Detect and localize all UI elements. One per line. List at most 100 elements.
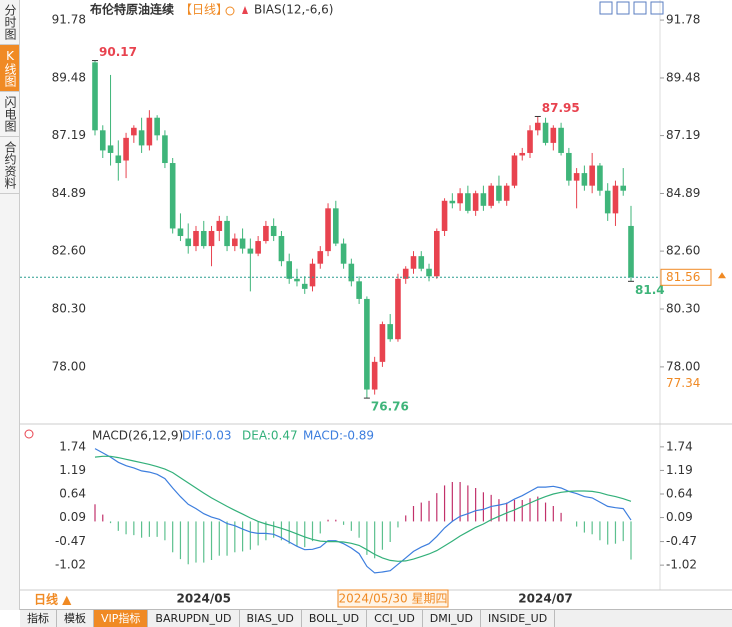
bottom-tab[interactable]: BIAS_UD bbox=[240, 610, 302, 627]
side-tab[interactable]: 合约资料 bbox=[0, 137, 19, 194]
crosshair-box bbox=[337, 589, 449, 608]
candle-body bbox=[480, 193, 487, 206]
icon[interactable] bbox=[242, 6, 248, 14]
candle-body bbox=[138, 130, 145, 146]
candle-body bbox=[239, 238, 246, 249]
candle-body bbox=[465, 193, 471, 211]
candle-body bbox=[527, 130, 533, 153]
tool-icon[interactable] bbox=[616, 1, 630, 15]
candle-body bbox=[542, 122, 549, 143]
bottom-tabs: 指标 模板 VIP指标 BARUPDN_UD BIAS_UD BOLL_UD CCI_UD D… bbox=[20, 609, 732, 627]
icon[interactable] bbox=[225, 6, 235, 16]
candle-body bbox=[224, 220, 230, 247]
dea-label: DEA:0.47 bbox=[242, 429, 298, 443]
candle-body bbox=[286, 261, 293, 279]
y-tick-label: 80.30 bbox=[52, 302, 86, 316]
last-price-label: 81.56 bbox=[666, 270, 700, 284]
bottom-tab[interactable]: VIP指标 bbox=[94, 610, 149, 627]
candle-body bbox=[193, 230, 199, 247]
candle-body bbox=[449, 200, 456, 204]
macd-tick-label-right: 1.19 bbox=[666, 463, 693, 477]
candle-body bbox=[232, 238, 238, 247]
candle-body bbox=[558, 127, 564, 153]
macd-tick-label-right: 0.64 bbox=[666, 487, 693, 501]
candle-body bbox=[620, 185, 627, 191]
macd-line bbox=[94, 448, 632, 574]
candle-body bbox=[573, 173, 580, 181]
extreme-label: 81.4 bbox=[635, 283, 665, 297]
candle-body bbox=[589, 165, 595, 186]
candle-body bbox=[402, 268, 409, 279]
extreme-label: 87.95 bbox=[542, 101, 580, 115]
bottom-tab[interactable]: CCI_UD bbox=[367, 610, 423, 627]
candle-body bbox=[278, 236, 285, 262]
candle-body bbox=[200, 230, 207, 247]
toolbar bbox=[599, 1, 664, 15]
bottom-tab[interactable]: BOLL_UD bbox=[302, 610, 368, 627]
side-tab[interactable]: K线图 bbox=[0, 45, 19, 92]
candle-body bbox=[263, 225, 269, 242]
candle-body bbox=[457, 193, 463, 204]
bottom-tab[interactable]: 模板 bbox=[57, 610, 94, 627]
candle-body bbox=[216, 220, 223, 231]
candle-body bbox=[519, 152, 526, 156]
candle-body bbox=[247, 248, 254, 254]
tool-icon[interactable] bbox=[599, 1, 613, 15]
bottom-tab[interactable]: 指标 bbox=[20, 610, 57, 627]
macd-tick-label: 0.64 bbox=[59, 487, 86, 501]
candle-body bbox=[92, 62, 98, 131]
side-tab[interactable]: 分时图 bbox=[0, 0, 19, 45]
bottom-tab[interactable]: INSIDE_UD bbox=[481, 610, 556, 627]
candle-body bbox=[496, 185, 502, 201]
crosshair-date: 2024/05/30 星期四 bbox=[339, 592, 448, 606]
candle-body bbox=[371, 361, 378, 390]
extreme-label: 76.76 bbox=[371, 400, 409, 414]
candle-body bbox=[426, 268, 432, 277]
macd-tick-label: 1.74 bbox=[59, 439, 86, 453]
bottom-tab[interactable]: BARUPDN_UD bbox=[148, 610, 240, 627]
candle-body bbox=[433, 230, 440, 277]
candle-body bbox=[162, 135, 168, 164]
candle-body bbox=[270, 225, 277, 237]
candle-body bbox=[255, 241, 261, 254]
candle-body bbox=[309, 263, 316, 287]
candle-body bbox=[294, 278, 300, 282]
macd-label: MACD:-0.89 bbox=[303, 429, 374, 443]
y-tick-label-right: 87.19 bbox=[666, 128, 700, 142]
candle-body bbox=[317, 251, 324, 264]
side-tab[interactable]: 闪电图 bbox=[0, 92, 19, 137]
price-marker: 77.34 bbox=[666, 376, 700, 390]
candle-body bbox=[488, 185, 494, 206]
candle-body bbox=[581, 173, 588, 186]
candle-body bbox=[115, 155, 122, 164]
y-tick-label: 84.89 bbox=[52, 186, 86, 200]
candle-body bbox=[356, 281, 362, 299]
candle-body bbox=[131, 127, 137, 136]
candle-body bbox=[364, 298, 370, 390]
bottom-tab[interactable]: DMI_UD bbox=[423, 610, 482, 627]
candle-body bbox=[395, 278, 401, 340]
macd-tick-label-right: -0.47 bbox=[666, 534, 697, 548]
extreme-label: 90.17 bbox=[99, 45, 137, 59]
period-button[interactable]: 日线 ▲ bbox=[34, 592, 72, 607]
candle-body bbox=[604, 190, 611, 214]
macd-tick-label-right: 1.74 bbox=[666, 439, 693, 453]
tool-icon[interactable] bbox=[633, 1, 647, 15]
candle-body bbox=[208, 230, 215, 247]
settings-icon[interactable] bbox=[24, 429, 34, 439]
x-tick-label: 2024/07 bbox=[518, 592, 572, 606]
candle-body bbox=[503, 185, 510, 201]
candle-body bbox=[177, 228, 184, 237]
y-tick-label-right: 82.60 bbox=[666, 244, 700, 258]
x-tick-label: 2024/05 bbox=[177, 592, 231, 606]
candle-body bbox=[107, 145, 114, 153]
sidebar: 分时图 K线图 闪电图 合约资料 bbox=[0, 0, 20, 610]
candle-body bbox=[169, 163, 176, 229]
candle-body bbox=[99, 130, 106, 151]
last-price-arrow bbox=[718, 272, 726, 279]
candle-body bbox=[472, 193, 479, 211]
tool-icon[interactable] bbox=[650, 1, 664, 15]
y-tick-label-right: 78.00 bbox=[666, 359, 700, 373]
macd-tick-label: -1.02 bbox=[55, 558, 86, 572]
